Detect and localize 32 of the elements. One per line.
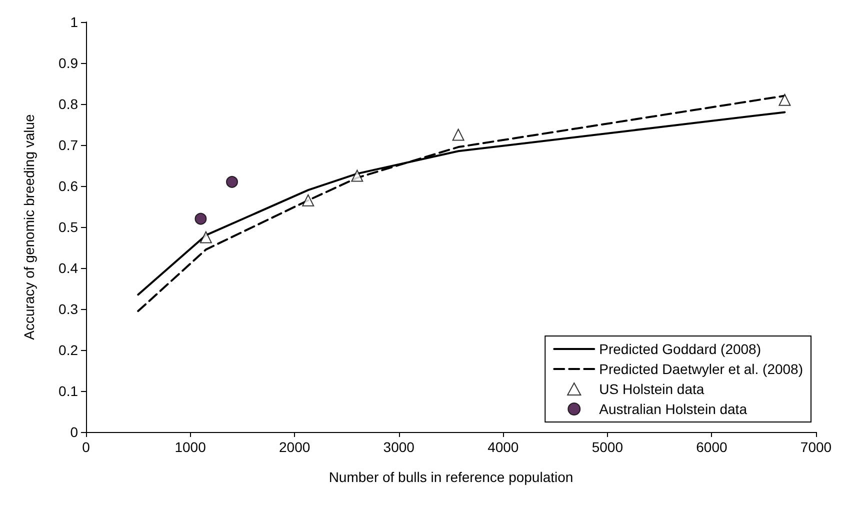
- x-tick-label: 4000: [488, 439, 519, 455]
- y-tick-label: 0.8: [58, 96, 78, 112]
- legend-label: US Holstein data: [599, 381, 704, 397]
- x-tick-label: 1000: [174, 439, 206, 455]
- y-tick-label: 0.6: [58, 178, 78, 194]
- y-tick-label: 0.5: [58, 219, 78, 235]
- y-tick-label: 0.2: [58, 342, 78, 358]
- y-tick-label: 0.9: [58, 55, 78, 71]
- legend-label: Predicted Daetwyler et al. (2008): [599, 361, 803, 377]
- x-tick-label: 2000: [278, 439, 310, 455]
- point: [200, 231, 212, 244]
- legend-label: Predicted Goddard (2008): [599, 341, 761, 357]
- x-tick-label: 7000: [800, 439, 832, 455]
- y-tick-label: 0.7: [58, 137, 78, 153]
- point: [226, 176, 238, 188]
- x-tick-label: 0: [82, 439, 90, 455]
- y-tick-label: 0.4: [58, 260, 78, 276]
- y-tick-label: 1: [70, 14, 78, 30]
- y-tick-label: 0.1: [58, 383, 78, 399]
- point: [351, 170, 364, 182]
- point: [778, 94, 791, 106]
- x-axis-title: Number of bulls in reference population: [328, 469, 574, 485]
- x-tick-label: 3000: [383, 439, 415, 455]
- x-tick-label: 5000: [592, 439, 624, 455]
- x-tick-label: 6000: [696, 439, 728, 455]
- point: [194, 212, 207, 225]
- y-tick-label: 0.3: [58, 301, 78, 317]
- legend-label: Australian Holstein data: [599, 401, 748, 417]
- point: [452, 128, 464, 141]
- y-tick-label: 0: [70, 424, 78, 440]
- point: [302, 194, 314, 206]
- y-axis-title: Accuracy of genomic breeding value: [21, 114, 37, 340]
